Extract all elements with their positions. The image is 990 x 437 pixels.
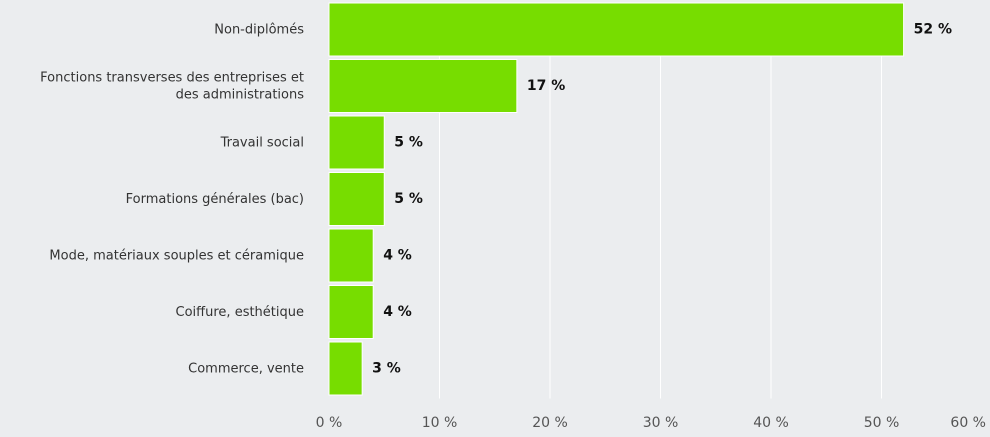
tick-label-1: 10 % [422, 415, 458, 431]
value-label-3: 5 % [394, 191, 423, 207]
bar-4 [328, 228, 374, 283]
bar-5 [328, 285, 374, 339]
category-label-line: Travail social [220, 135, 304, 150]
category-label-1: Fonctions transverses des entreprises et… [40, 70, 304, 102]
bars [328, 2, 905, 396]
tick-label-6: 60 % [950, 415, 986, 431]
grid-lines [439, 3, 882, 399]
value-label-6: 3 % [372, 361, 401, 377]
category-label-5: Coiffure, esthétique [176, 305, 304, 320]
tick-label-4: 40 % [753, 415, 789, 431]
tick-label-5: 50 % [864, 415, 900, 431]
value-label-4: 4 % [383, 248, 412, 264]
bar-1 [328, 59, 518, 113]
category-label-line: Commerce, vente [188, 361, 304, 376]
value-labels: 52 % 17 % 5 % 5 % 4 % 4 % 3 % [372, 22, 952, 377]
category-label-line: Formations générales (bac) [126, 192, 304, 207]
bar-6 [328, 341, 363, 396]
category-label-2: Travail social [220, 135, 304, 150]
category-label-line: Non-diplômés [214, 22, 304, 37]
category-label-6: Commerce, vente [188, 361, 304, 376]
tick-label-0: 0 % [316, 415, 343, 431]
bar-2 [328, 115, 385, 170]
value-label-5: 4 % [383, 304, 412, 320]
value-label-1: 17 % [527, 78, 565, 94]
x-axis-tick-labels: 0 % 10 % 20 % 30 % 40 % 50 % 60 % [316, 415, 986, 431]
bar-3 [328, 172, 385, 226]
category-label-3: Formations générales (bac) [126, 192, 304, 207]
category-label-4: Mode, matériaux souples et céramique [49, 248, 304, 263]
value-label-2: 5 % [394, 135, 423, 151]
tick-label-3: 30 % [643, 415, 679, 431]
bar-0 [328, 2, 905, 57]
category-label-line: Coiffure, esthétique [176, 305, 304, 320]
category-label-line: des administrations [176, 87, 305, 102]
category-label-line: Fonctions transverses des entreprises et [40, 70, 304, 85]
tick-label-2: 20 % [532, 415, 568, 431]
category-label-line: Mode, matériaux souples et céramique [49, 248, 304, 263]
value-label-0: 52 % [914, 22, 952, 38]
category-label-0: Non-diplômés [214, 22, 304, 37]
category-labels: Non-diplômés Fonctions transverses des en… [40, 22, 304, 376]
